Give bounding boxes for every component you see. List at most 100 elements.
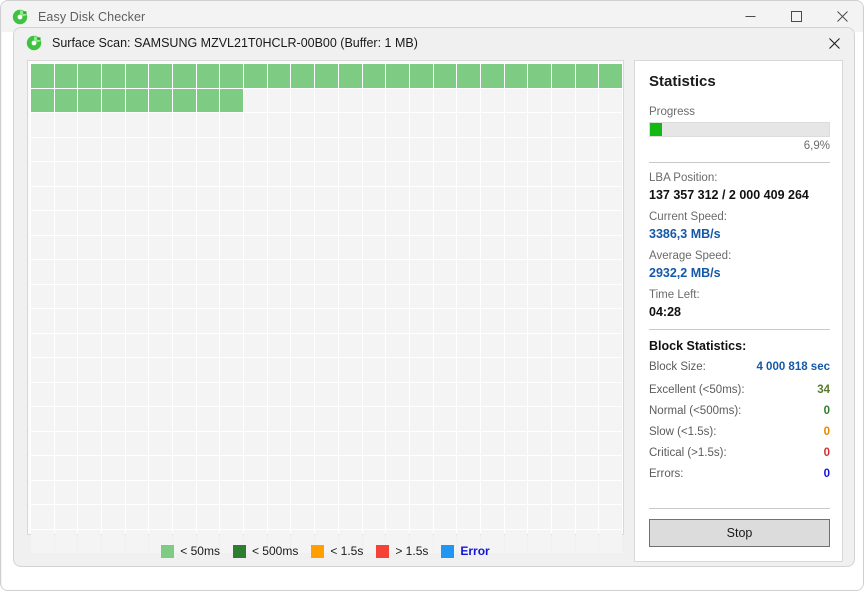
block-cell — [149, 456, 173, 480]
surface-scan-title: Surface Scan: SAMSUNG MZVL21T0HCLR-00B00… — [52, 36, 418, 50]
block-cell — [244, 113, 267, 137]
block-cell — [599, 235, 622, 260]
block-cell — [244, 480, 267, 505]
block-cell — [338, 113, 362, 137]
block-cell — [551, 260, 575, 284]
block-cell — [433, 260, 457, 284]
block-cell — [457, 358, 480, 382]
block-cell — [480, 529, 504, 554]
block-cell — [78, 358, 102, 382]
block-cell — [599, 113, 622, 137]
block-cell — [173, 456, 196, 480]
average-speed-label: Average Speed: — [649, 250, 732, 262]
block-cell — [457, 284, 480, 309]
block-cell — [599, 64, 622, 88]
stat-label-slow: Slow (<1.5s): — [649, 426, 717, 438]
block-cell — [78, 64, 102, 88]
block-cell — [504, 431, 528, 456]
block-cell — [54, 113, 78, 137]
block-cell — [480, 333, 504, 358]
block-cell — [551, 162, 575, 186]
block-cell — [551, 64, 575, 88]
block-cell — [409, 358, 433, 382]
block-cell — [267, 529, 291, 554]
stat-row-excellent: Excellent (<50ms): 34 — [649, 384, 830, 396]
block-cell — [599, 382, 622, 407]
block-cell — [433, 113, 457, 137]
block-cell — [125, 407, 149, 431]
block-cell — [362, 186, 386, 211]
block-cell — [244, 260, 267, 284]
block-cell — [244, 407, 267, 431]
block-cell — [78, 260, 102, 284]
block-cell — [551, 382, 575, 407]
block-cell — [220, 333, 244, 358]
block-cell — [244, 186, 267, 211]
block-cell — [244, 211, 267, 235]
block-cell — [102, 358, 125, 382]
legend-swatch-normal — [232, 544, 246, 558]
block-cell — [362, 235, 386, 260]
lba-position-value: 137 357 312 / 2 000 409 264 — [649, 188, 809, 202]
block-cell — [386, 88, 409, 113]
block-cell — [480, 260, 504, 284]
block-cell — [244, 284, 267, 309]
progress-bar — [649, 122, 830, 137]
block-cell — [338, 64, 362, 88]
block-cell — [315, 333, 338, 358]
close-button[interactable] — [819, 1, 863, 32]
stop-button[interactable]: Stop — [649, 519, 830, 547]
maximize-button[interactable] — [773, 1, 819, 32]
block-cell — [504, 529, 528, 554]
block-cell — [457, 235, 480, 260]
block-cell — [173, 162, 196, 186]
block-cell — [102, 480, 125, 505]
block-cell — [575, 113, 599, 137]
block-cell — [599, 211, 622, 235]
block-cell — [102, 431, 125, 456]
dialog-close-button[interactable] — [812, 28, 854, 58]
block-cell — [551, 407, 575, 431]
block-cell — [196, 88, 220, 113]
block-map-grid[interactable] — [30, 63, 623, 554]
block-cell — [409, 382, 433, 407]
divider-top — [649, 162, 830, 163]
block-cell — [291, 162, 315, 186]
app-disc-icon — [12, 9, 28, 25]
block-cell — [551, 431, 575, 456]
block-cell — [315, 358, 338, 382]
block-cell — [196, 456, 220, 480]
block-cell — [528, 88, 551, 113]
block-cell — [102, 235, 125, 260]
stat-row-errors: Errors: 0 — [649, 468, 830, 480]
block-cell — [528, 333, 551, 358]
block-cell — [196, 113, 220, 137]
block-cell — [291, 382, 315, 407]
block-cell — [338, 407, 362, 431]
block-cell — [575, 431, 599, 456]
block-cell — [291, 64, 315, 88]
block-cell — [54, 529, 78, 554]
block-cell — [78, 137, 102, 162]
block-cell — [102, 211, 125, 235]
block-cell — [315, 162, 338, 186]
block-cell — [78, 284, 102, 309]
surface-scan-title-bar: Surface Scan: SAMSUNG MZVL21T0HCLR-00B00… — [14, 28, 854, 58]
block-cell — [480, 407, 504, 431]
block-cell — [528, 211, 551, 235]
block-cell — [528, 480, 551, 505]
block-cell — [575, 333, 599, 358]
block-cell — [575, 407, 599, 431]
block-cell — [433, 333, 457, 358]
block-cell — [54, 162, 78, 186]
block-cell — [457, 431, 480, 456]
block-cell — [220, 113, 244, 137]
block-cell — [551, 529, 575, 554]
block-cell — [386, 456, 409, 480]
block-cell — [54, 505, 78, 529]
minimize-button[interactable] — [727, 1, 773, 32]
block-cell — [196, 162, 220, 186]
block-cell — [338, 186, 362, 211]
stat-value-errors: 0 — [823, 468, 830, 480]
block-cell — [267, 211, 291, 235]
